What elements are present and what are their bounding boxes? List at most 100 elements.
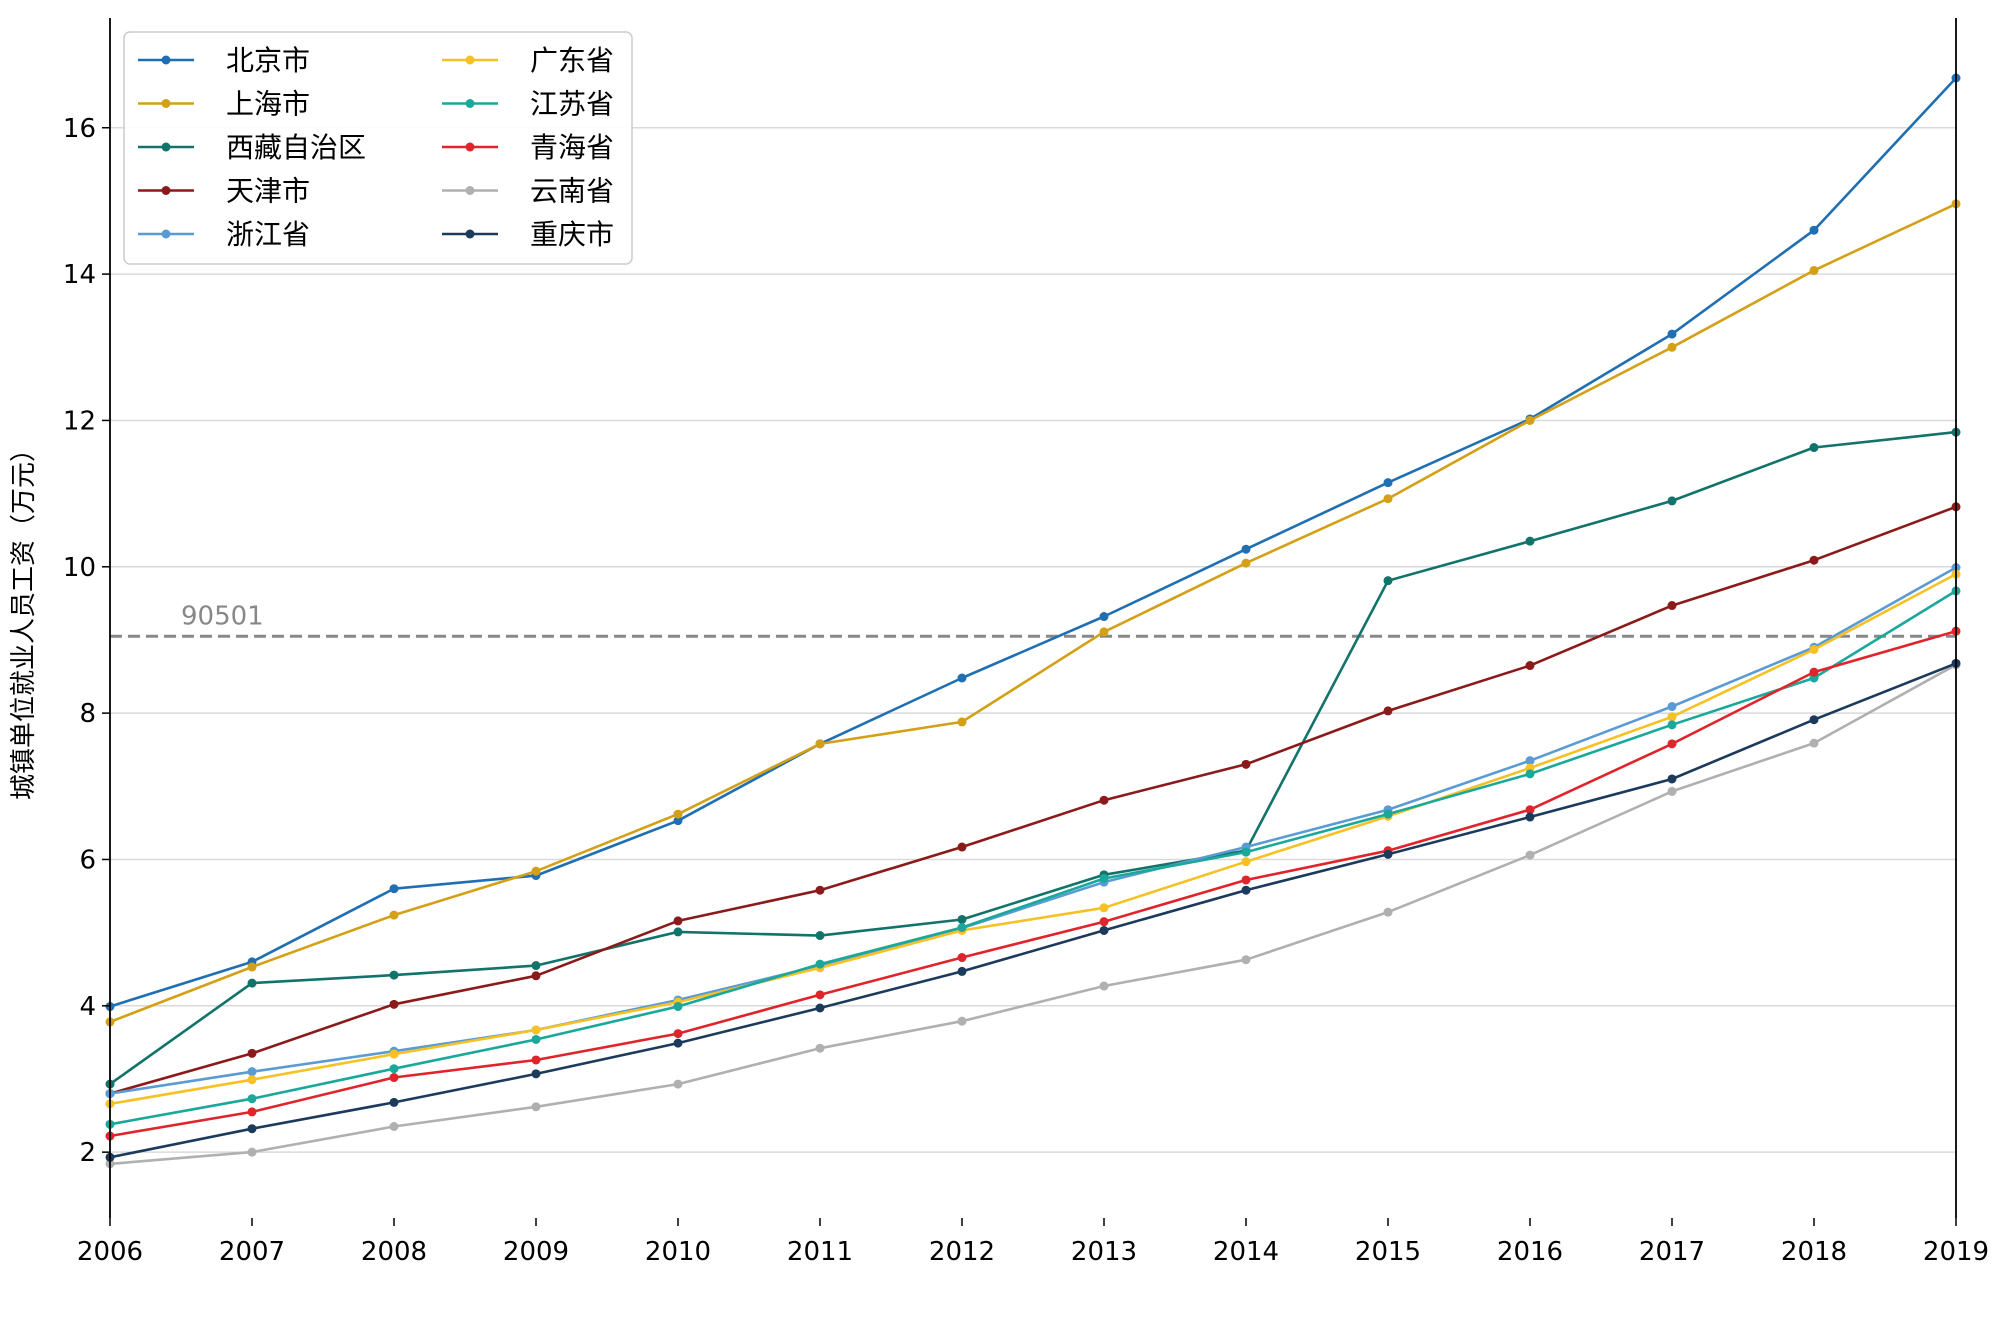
legend-label: 北京市 [226,44,310,77]
data-point [1667,774,1677,784]
x-tick-label: 2008 [361,1237,427,1267]
series-5 [105,563,1961,1099]
series-line [109,430,1957,1086]
x-tick-label: 2016 [1497,1237,1563,1267]
data-point [673,809,683,819]
data-point [1099,873,1109,883]
legend-item[interactable]: 西藏自治区 [138,131,366,164]
data-point [389,999,399,1009]
series-6 [105,569,1961,1109]
legend-swatch-marker [465,142,475,152]
data-point [1099,917,1109,927]
legend-item[interactable]: 北京市 [138,44,310,77]
legend-item[interactable]: 广东省 [442,44,614,77]
data-point [389,1122,399,1132]
data-point [1667,712,1677,722]
data-point [531,1069,541,1079]
legend-swatch-marker [465,229,475,239]
data-point [1525,812,1535,822]
legend-item[interactable]: 天津市 [138,175,310,208]
series-4 [105,502,1961,1099]
legend-swatch-marker [161,99,171,108]
data-point [1525,661,1535,671]
data-point [1667,496,1677,506]
grid-lines [110,127,1956,1153]
data-point [673,816,683,826]
data-point [1809,555,1819,565]
y-tick-label: 4 [79,992,96,1022]
data-point [1099,612,1109,622]
data-point [531,961,541,971]
data-point [957,953,967,963]
data-point [1099,795,1109,805]
data-point [1241,875,1251,885]
data-point [1525,756,1535,766]
legend-swatch-marker [465,99,475,108]
data-point [1241,955,1251,965]
y-axis-title: 城镇单位就业人员工资（万元） [9,436,39,800]
y-tick-label: 2 [79,1138,96,1168]
legend-item[interactable]: 上海市 [138,88,310,121]
data-point [673,927,683,937]
data-point [957,923,967,933]
legend-swatch-marker [465,186,475,195]
x-tick-label: 2007 [219,1237,285,1267]
data-point [531,971,541,981]
data-point [673,1038,683,1048]
data-point [1525,805,1535,815]
series-line [109,629,1957,1138]
data-point [957,1016,967,1026]
legend-item[interactable]: 江苏省 [442,88,614,121]
legend-swatch-marker [161,229,171,239]
legend-label: 天津市 [226,175,310,208]
data-point [1099,903,1109,913]
data-point [1525,850,1535,860]
data-point [673,1002,683,1012]
x-tick-label: 2018 [1781,1237,1847,1267]
legend-item[interactable]: 青海省 [442,131,614,164]
data-point [957,914,967,924]
legend-swatch-marker [161,186,171,195]
series-line [109,662,1957,1159]
data-point [1383,849,1393,859]
data-point [1241,558,1251,568]
data-point [389,910,399,920]
data-point [1383,706,1393,716]
x-tick-label: 2009 [503,1237,569,1267]
reference-line-label: 90501 [181,601,264,631]
x-tick-label: 2013 [1071,1237,1137,1267]
data-point [815,1003,825,1013]
data-point [531,1034,541,1044]
data-point [1525,415,1535,425]
data-point [389,970,399,980]
data-point [1809,225,1819,235]
y-tick-label: 6 [79,845,96,875]
y-tick-label: 16 [63,114,96,144]
y-tick-label: 8 [79,699,96,729]
legend-item[interactable]: 重庆市 [442,218,614,251]
data-point [673,1079,683,1089]
series-7 [105,586,1961,1129]
series-2 [105,199,1961,1027]
data-point [1241,759,1251,769]
data-point [1809,715,1819,725]
data-point [247,1094,257,1104]
legend-label: 云南省 [530,175,614,208]
data-point [247,962,257,972]
data-point [1667,329,1677,339]
legend-item[interactable]: 云南省 [442,175,614,208]
legend-swatch-marker [465,55,475,65]
data-point [1383,809,1393,819]
data-point [1525,769,1535,779]
legend-item[interactable]: 浙江省 [138,218,310,251]
data-point [1667,342,1677,352]
reference-line-group: 90501 [110,601,1956,638]
data-point [957,717,967,727]
x-tick-label: 2010 [645,1237,711,1267]
series-10 [105,658,1961,1162]
legend-label: 上海市 [226,88,310,121]
data-point [957,966,967,976]
